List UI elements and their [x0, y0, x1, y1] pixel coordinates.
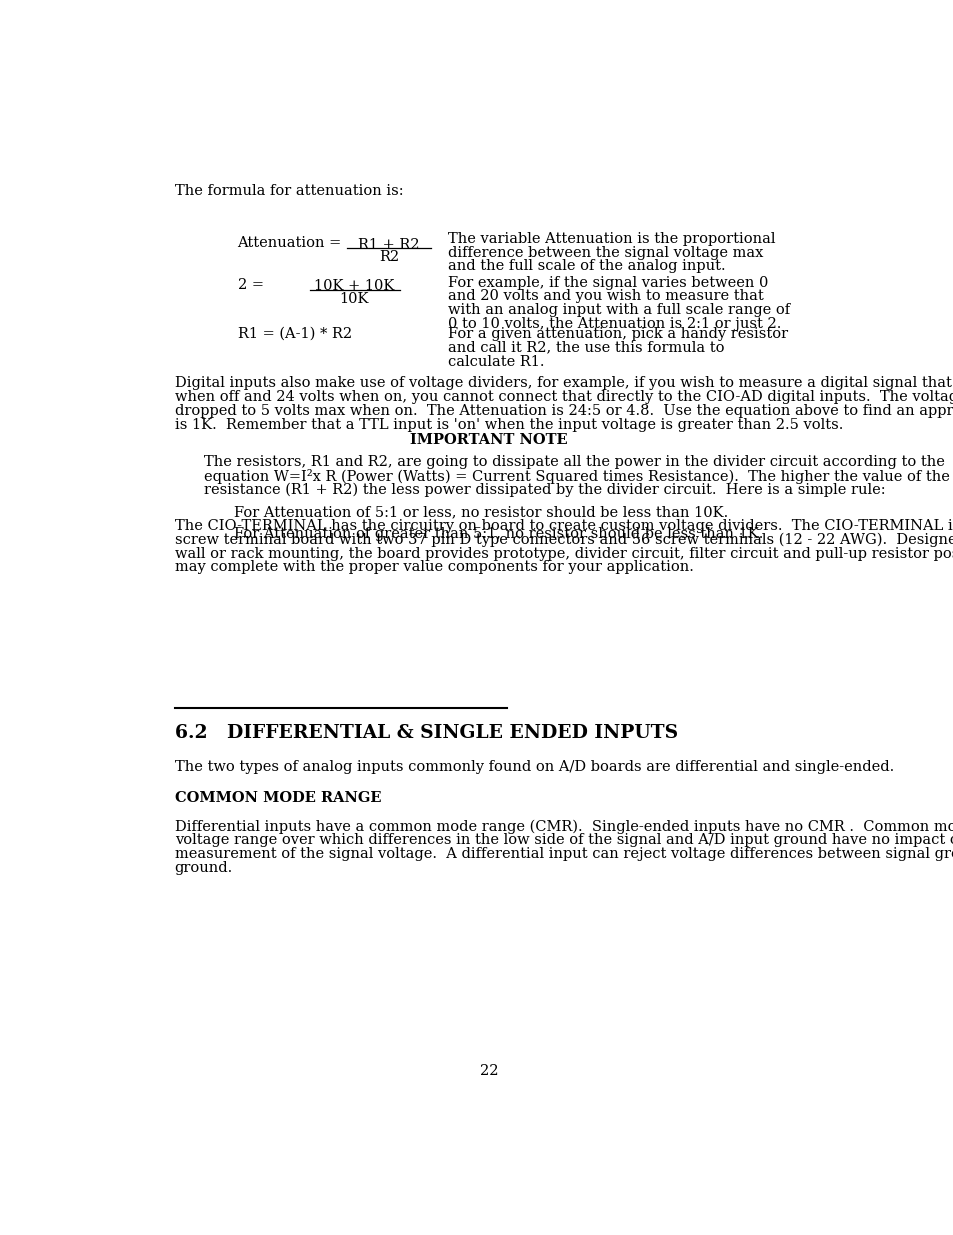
Text: COMMON MODE RANGE: COMMON MODE RANGE [174, 792, 381, 805]
Text: 6.2   DIFFERENTIAL & SINGLE ENDED INPUTS: 6.2 DIFFERENTIAL & SINGLE ENDED INPUTS [174, 724, 678, 741]
Text: 10K: 10K [339, 291, 369, 306]
Text: equation W=I²x R (Power (Watts) = Current Squared times Resistance).  The higher: equation W=I²x R (Power (Watts) = Curren… [204, 468, 949, 484]
Text: For Attenuation of 5:1 or less, no resistor should be less than 10K.: For Attenuation of 5:1 or less, no resis… [233, 506, 727, 520]
Text: Attenuation =: Attenuation = [237, 236, 341, 251]
Text: is 1K.  Remember that a TTL input is 'on' when the input voltage is greater than: is 1K. Remember that a TTL input is 'on'… [174, 417, 842, 432]
Text: 2 =: 2 = [237, 278, 263, 293]
Text: Digital inputs also make use of voltage dividers, for example, if you wish to me: Digital inputs also make use of voltage … [174, 377, 953, 390]
Text: R1 + R2: R1 + R2 [358, 237, 419, 252]
Text: wall or rack mounting, the board provides prototype, divider circuit, filter cir: wall or rack mounting, the board provide… [174, 547, 953, 561]
Text: calculate R1.: calculate R1. [448, 354, 544, 368]
Text: The resistors, R1 and R2, are going to dissipate all the power in the divider ci: The resistors, R1 and R2, are going to d… [204, 454, 944, 469]
Text: The two types of analog inputs commonly found on A/D boards are differential and: The two types of analog inputs commonly … [174, 760, 893, 773]
Text: and call it R2, the use this formula to: and call it R2, the use this formula to [448, 341, 724, 354]
Text: 10K + 10K: 10K + 10K [314, 279, 395, 294]
Text: Differential inputs have a common mode range (CMR).  Single-ended inputs have no: Differential inputs have a common mode r… [174, 820, 953, 834]
Text: The variable Attenuation is the proportional: The variable Attenuation is the proporti… [448, 232, 775, 246]
Text: 0 to 10 volts, the Attenuation is 2:1 or just 2.: 0 to 10 volts, the Attenuation is 2:1 or… [448, 317, 781, 331]
Text: dropped to 5 volts max when on.  The Attenuation is 24:5 or 4.8.  Use the equati: dropped to 5 volts max when on. The Atte… [174, 404, 953, 417]
Text: voltage range over which differences in the low side of the signal and A/D input: voltage range over which differences in … [174, 834, 953, 847]
Text: For example, if the signal varies between 0: For example, if the signal varies betwee… [448, 275, 768, 290]
Text: resistance (R1 + R2) the less power dissipated by the divider circuit.  Here is : resistance (R1 + R2) the less power diss… [204, 483, 885, 496]
Text: with an analog input with a full scale range of: with an analog input with a full scale r… [448, 304, 789, 317]
Text: For a given attenuation, pick a handy resistor: For a given attenuation, pick a handy re… [448, 327, 787, 341]
Text: when off and 24 volts when on, you cannot connect that directly to the CIO-AD di: when off and 24 volts when on, you canno… [174, 390, 953, 404]
Text: ground.: ground. [174, 861, 233, 874]
Text: R2: R2 [378, 249, 398, 264]
Text: The CIO-TERMINAL has the circuitry on board to create custom voltage dividers.  : The CIO-TERMINAL has the circuitry on bo… [174, 519, 953, 534]
Text: and 20 volts and you wish to measure that: and 20 volts and you wish to measure tha… [448, 289, 763, 304]
Text: difference between the signal voltage max: difference between the signal voltage ma… [448, 246, 762, 259]
Text: For Attenuation of greater than 5:1, no resistor should be less than 1K.: For Attenuation of greater than 5:1, no … [233, 527, 762, 541]
Text: measurement of the signal voltage.  A differential input can reject voltage diff: measurement of the signal voltage. A dif… [174, 847, 953, 861]
Text: and the full scale of the analog input.: and the full scale of the analog input. [448, 259, 725, 273]
Text: R1 = (A-1) * R2: R1 = (A-1) * R2 [237, 327, 352, 341]
Text: may complete with the proper value components for your application.: may complete with the proper value compo… [174, 561, 693, 574]
Text: IMPORTANT NOTE: IMPORTANT NOTE [410, 433, 567, 447]
Text: screw terminal board with two 37 pin D type connectors and 56 screw terminals (1: screw terminal board with two 37 pin D t… [174, 532, 953, 547]
Text: The formula for attenuation is:: The formula for attenuation is: [174, 184, 403, 199]
Text: 22: 22 [479, 1063, 497, 1078]
